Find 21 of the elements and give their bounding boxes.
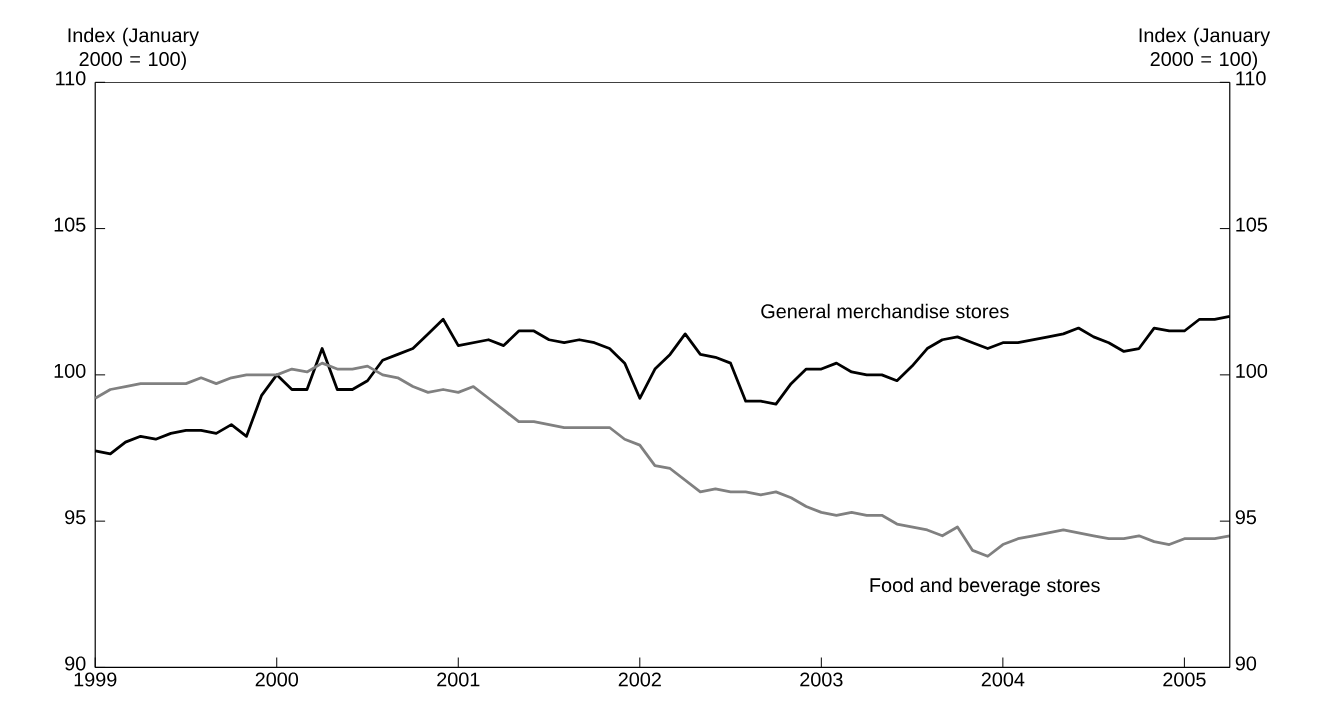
y-tick-label: 90 (65, 656, 86, 671)
x-tick-label: 2003 (800, 672, 843, 687)
y2-tick-label: 110 (1236, 71, 1266, 86)
y-tick-label: 105 (54, 217, 86, 232)
y-axis-title: Index (January 2000 = 100) (68, 27, 200, 70)
x-tick-label: 2001 (437, 672, 480, 687)
x-tick-label: 2002 (618, 672, 661, 687)
x-tick-label: 2005 (1163, 672, 1206, 687)
x-tick-label: 2000 (255, 672, 299, 687)
x-tick-label: 1999 (74, 672, 117, 687)
y-tick-label: 100 (54, 363, 86, 378)
y2-tick-label: 90 (1235, 656, 1257, 671)
y2-axis-title: Index (January 2000 = 100) (1139, 27, 1271, 70)
y-tick-label: 95 (65, 510, 86, 525)
y2-tick-label: 105 (1236, 217, 1268, 232)
series-label: General merchandise stores (761, 303, 1009, 319)
y2-tick-label: 95 (1235, 510, 1257, 525)
series-label: Food and beverage stores (870, 577, 1100, 597)
y-tick-label: 110 (56, 71, 86, 86)
y2-tick-label: 100 (1236, 363, 1268, 378)
x-tick-label: 2004 (981, 672, 1025, 687)
